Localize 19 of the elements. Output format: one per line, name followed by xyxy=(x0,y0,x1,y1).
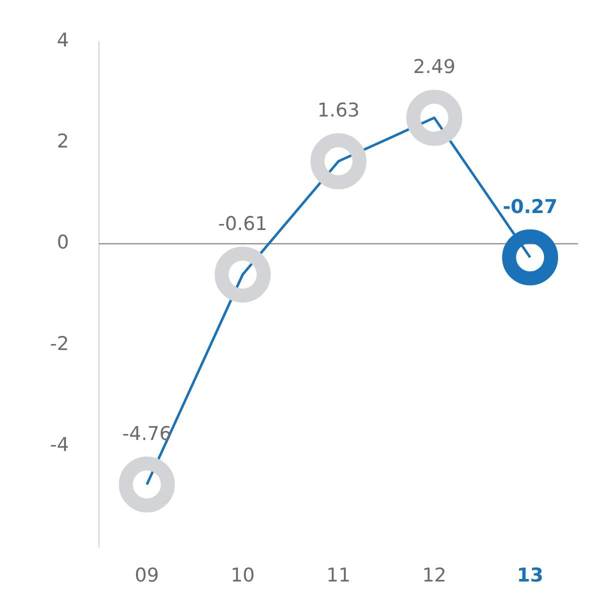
point xyxy=(118,456,175,512)
y-tick-label: 2 xyxy=(56,130,69,152)
y-tick-label: -4 xyxy=(50,434,69,456)
point xyxy=(502,229,558,286)
point xyxy=(406,90,462,146)
point xyxy=(214,246,271,303)
x-tick-label: 13 xyxy=(516,564,544,587)
y-tick-label: -2 xyxy=(50,332,69,355)
point xyxy=(310,133,366,190)
x-tick-label: 10 xyxy=(230,564,255,587)
data-label: -0.61 xyxy=(218,213,268,236)
x-tick-label: 09 xyxy=(134,564,159,587)
y-tick-label: 0 xyxy=(56,232,69,254)
x-tick-label: 12 xyxy=(422,564,446,587)
y-tick-label: 4 xyxy=(56,29,69,52)
x-tick-label: 11 xyxy=(326,564,351,587)
data-label: 2.49 xyxy=(413,56,456,78)
data-label: -0.27 xyxy=(502,196,558,218)
data-label: 1.63 xyxy=(317,100,360,122)
